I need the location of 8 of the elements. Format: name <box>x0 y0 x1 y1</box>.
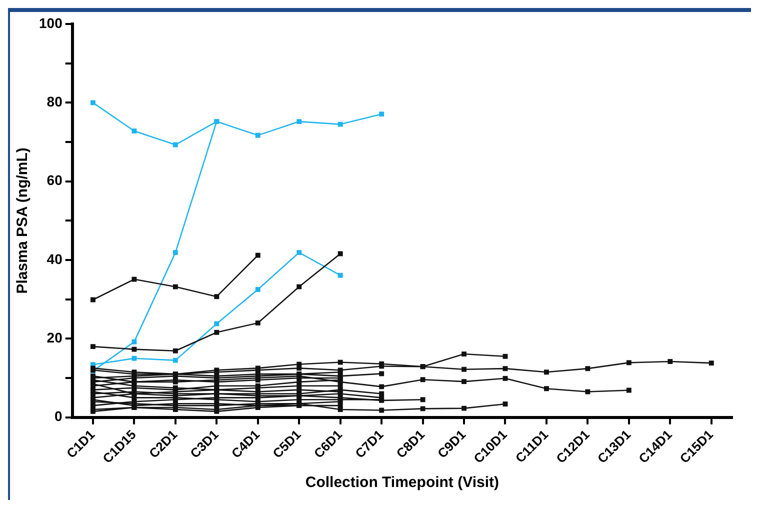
y-tick-label: 100 <box>39 14 63 31</box>
y-axis-title: Plasma PSA (ng/mL) <box>14 148 32 294</box>
y-tick-label: 80 <box>46 94 63 110</box>
y-tick-label: 60 <box>46 172 63 188</box>
x-axis-title: Collection Timepoint (Visit) <box>305 474 499 492</box>
y-tick-label: 0 <box>54 408 63 424</box>
y-tick-label: 20 <box>46 330 63 346</box>
y-tick-label: 40 <box>46 250 63 267</box>
